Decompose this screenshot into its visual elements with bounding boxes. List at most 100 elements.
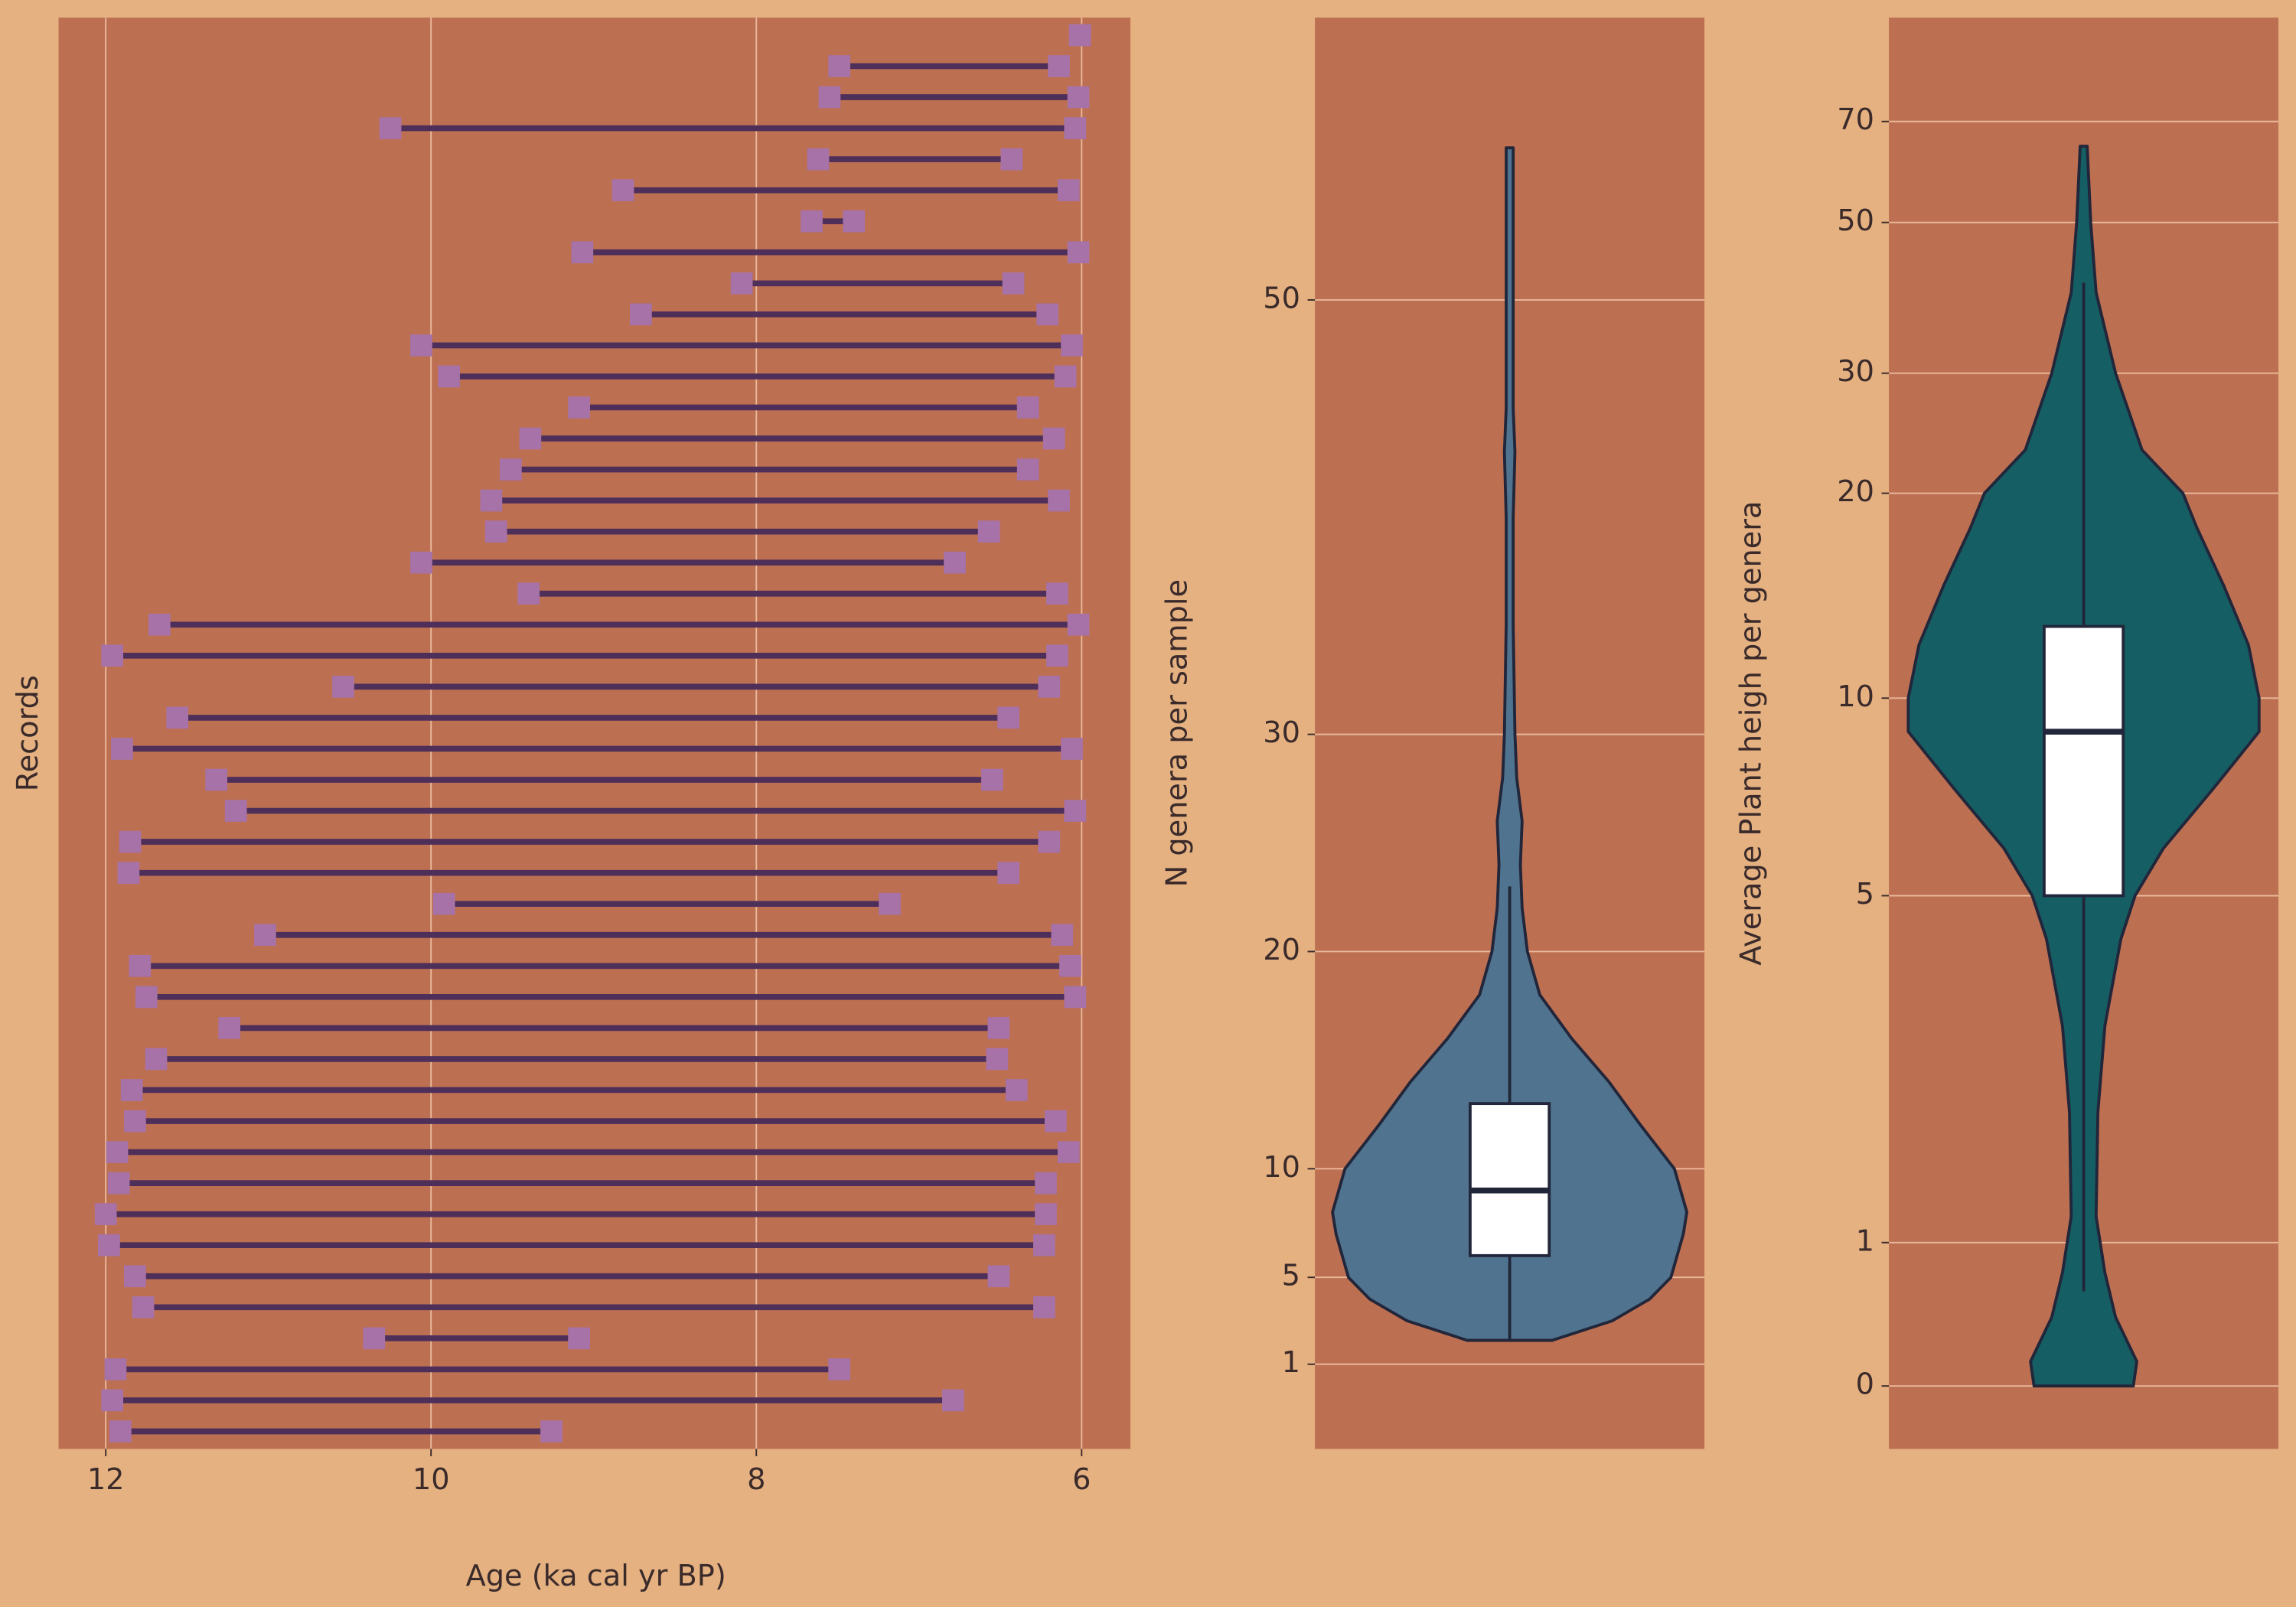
marker bbox=[1057, 1141, 1080, 1163]
marker bbox=[1051, 924, 1074, 947]
violin-body bbox=[1331, 146, 1688, 1342]
marker bbox=[1005, 1079, 1028, 1101]
y-tick-label: 50 bbox=[1837, 204, 1874, 238]
marker bbox=[124, 1265, 146, 1288]
marker bbox=[101, 644, 124, 667]
marker bbox=[109, 1420, 132, 1442]
marker bbox=[410, 334, 432, 357]
marker bbox=[363, 1327, 386, 1350]
marker bbox=[1061, 334, 1083, 357]
marker bbox=[166, 706, 189, 729]
marker bbox=[1068, 24, 1091, 47]
marker bbox=[1038, 830, 1061, 853]
x-axis-label: Age (ka cal yr BP) bbox=[466, 1559, 726, 1593]
marker bbox=[1048, 489, 1070, 512]
marker bbox=[104, 1358, 127, 1380]
marker bbox=[94, 1203, 117, 1226]
marker bbox=[1002, 272, 1025, 295]
marker bbox=[986, 1048, 1009, 1071]
marker bbox=[1064, 800, 1087, 822]
marker bbox=[977, 520, 1000, 543]
marker bbox=[332, 676, 354, 698]
y-tick-label: 70 bbox=[1837, 103, 1874, 137]
marker bbox=[828, 1358, 850, 1380]
marker bbox=[218, 1017, 241, 1039]
x-tick-label: 10 bbox=[413, 1462, 450, 1497]
marker bbox=[1046, 582, 1068, 605]
marker bbox=[1048, 55, 1070, 77]
box bbox=[2043, 624, 2125, 898]
marker bbox=[944, 551, 966, 574]
marker bbox=[106, 1141, 129, 1163]
marker bbox=[1054, 365, 1077, 388]
y-tick-label: 5 bbox=[1856, 877, 1874, 911]
marker bbox=[1038, 676, 1061, 698]
y-tick-label: 10 bbox=[1263, 1150, 1300, 1185]
marker bbox=[1067, 241, 1090, 264]
marker bbox=[1064, 986, 1087, 1009]
marker bbox=[1042, 427, 1065, 450]
marker bbox=[517, 582, 540, 605]
y-tick-label: 20 bbox=[1263, 933, 1300, 967]
marker bbox=[981, 768, 1003, 791]
marker bbox=[730, 272, 753, 295]
marker bbox=[843, 210, 866, 233]
marker bbox=[438, 365, 460, 388]
marker bbox=[987, 1265, 1010, 1288]
marker bbox=[1000, 148, 1023, 171]
marker bbox=[1057, 179, 1080, 201]
marker bbox=[1016, 396, 1039, 419]
marker bbox=[568, 396, 590, 419]
box bbox=[1469, 1102, 1551, 1257]
marker bbox=[224, 800, 247, 822]
marker bbox=[1067, 86, 1090, 109]
marker bbox=[111, 738, 133, 760]
y-tick-label: 10 bbox=[1837, 680, 1874, 714]
marker bbox=[1033, 1234, 1055, 1257]
marker bbox=[135, 986, 158, 1009]
marker bbox=[379, 117, 402, 139]
panel-bg bbox=[58, 17, 1131, 1449]
marker bbox=[205, 768, 228, 791]
marker bbox=[801, 210, 823, 233]
marker bbox=[480, 489, 503, 512]
x-tick-label: 12 bbox=[87, 1462, 125, 1497]
y-tick-label: 0 bbox=[1856, 1367, 1874, 1402]
marker bbox=[942, 1389, 964, 1412]
marker bbox=[484, 520, 507, 543]
marker bbox=[107, 1172, 130, 1195]
marker bbox=[1059, 954, 1081, 977]
y-tick-label: 30 bbox=[1263, 715, 1300, 750]
marker bbox=[1046, 644, 1068, 667]
x-tick-label: 6 bbox=[1072, 1462, 1091, 1497]
marker bbox=[98, 1234, 120, 1257]
marker bbox=[612, 179, 634, 201]
marker bbox=[124, 1110, 146, 1133]
y-tick-label: 5 bbox=[1282, 1259, 1300, 1293]
marker bbox=[1033, 1296, 1055, 1319]
marker bbox=[540, 1420, 563, 1442]
marker bbox=[432, 892, 455, 915]
marker bbox=[997, 862, 1019, 884]
x-tick-label: 8 bbox=[747, 1462, 765, 1497]
marker bbox=[117, 862, 140, 884]
marker bbox=[1061, 738, 1083, 760]
y-tick-label: 30 bbox=[1837, 354, 1874, 389]
marker bbox=[1044, 1110, 1067, 1133]
marker bbox=[499, 458, 522, 481]
marker bbox=[254, 924, 276, 947]
y-axis-label: N genera per sample bbox=[1160, 579, 1195, 887]
marker bbox=[987, 1017, 1010, 1039]
marker bbox=[1036, 303, 1059, 326]
marker bbox=[101, 1389, 124, 1412]
marker bbox=[145, 1048, 168, 1071]
marker bbox=[879, 892, 901, 915]
marker bbox=[818, 86, 841, 109]
marker bbox=[410, 551, 432, 574]
marker bbox=[120, 1079, 143, 1101]
marker bbox=[630, 303, 652, 326]
y-tick-label: 1 bbox=[1282, 1345, 1300, 1380]
y-tick-label: 50 bbox=[1263, 281, 1300, 315]
